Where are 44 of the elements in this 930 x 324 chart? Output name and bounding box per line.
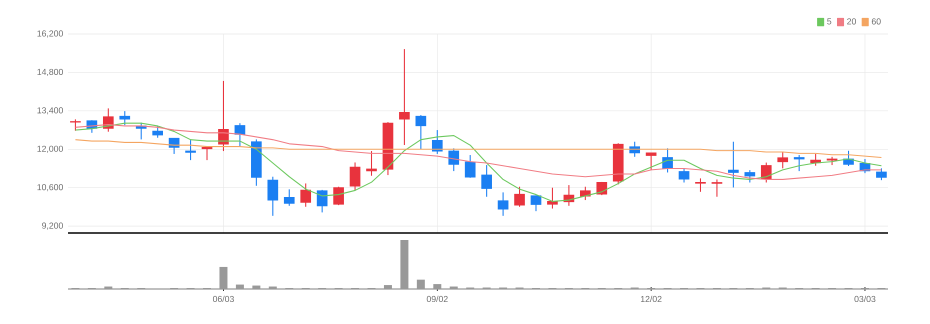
y-tick-label: 13,400 bbox=[37, 107, 63, 114]
candlestick bbox=[777, 152, 788, 169]
candlestick bbox=[695, 178, 706, 192]
candlestick bbox=[218, 80, 229, 152]
legend-label: 20 bbox=[847, 18, 856, 24]
candlestick bbox=[284, 188, 295, 206]
candlestick bbox=[202, 146, 212, 161]
candlestick bbox=[333, 186, 344, 206]
candlestick bbox=[70, 118, 81, 132]
candlestick bbox=[350, 162, 360, 192]
candlestick bbox=[267, 176, 278, 216]
candlestick bbox=[514, 186, 525, 208]
candlestick bbox=[416, 114, 426, 150]
candlestick bbox=[168, 137, 180, 154]
x-tick-label: 06/03 bbox=[212, 296, 234, 302]
candlestick bbox=[464, 154, 476, 178]
legend-label: 60 bbox=[872, 18, 881, 24]
candlestick bbox=[234, 122, 246, 148]
candlestick bbox=[876, 168, 887, 181]
x-tick-label: 03/03 bbox=[854, 296, 876, 302]
y-tick-label: 16,200 bbox=[37, 30, 63, 38]
candlestick bbox=[448, 148, 460, 172]
candlestick bbox=[366, 150, 377, 176]
legend-label: 5 bbox=[827, 18, 832, 24]
candlestick bbox=[498, 192, 508, 216]
x-tick-label: 12/02 bbox=[640, 296, 662, 302]
y-tick-label: 12,000 bbox=[37, 146, 63, 153]
candlestick bbox=[712, 178, 722, 198]
candlestick bbox=[794, 154, 805, 172]
candlestick bbox=[300, 182, 312, 208]
y-tick-label: 10,600 bbox=[37, 184, 63, 192]
y-tick-label: 9,200 bbox=[42, 222, 63, 230]
x-tick-label: 09/02 bbox=[426, 296, 448, 302]
candlestick bbox=[185, 140, 196, 161]
candlestick bbox=[678, 168, 690, 184]
y-tick-label: 14,800 bbox=[37, 68, 63, 76]
candlestick bbox=[744, 170, 756, 184]
candlestick bbox=[399, 48, 410, 146]
candlestick bbox=[728, 141, 739, 188]
candlestick bbox=[119, 110, 130, 126]
candlestick bbox=[646, 152, 656, 171]
candlestick bbox=[152, 125, 163, 138]
candlestick bbox=[481, 164, 492, 198]
candlestick bbox=[530, 194, 542, 212]
